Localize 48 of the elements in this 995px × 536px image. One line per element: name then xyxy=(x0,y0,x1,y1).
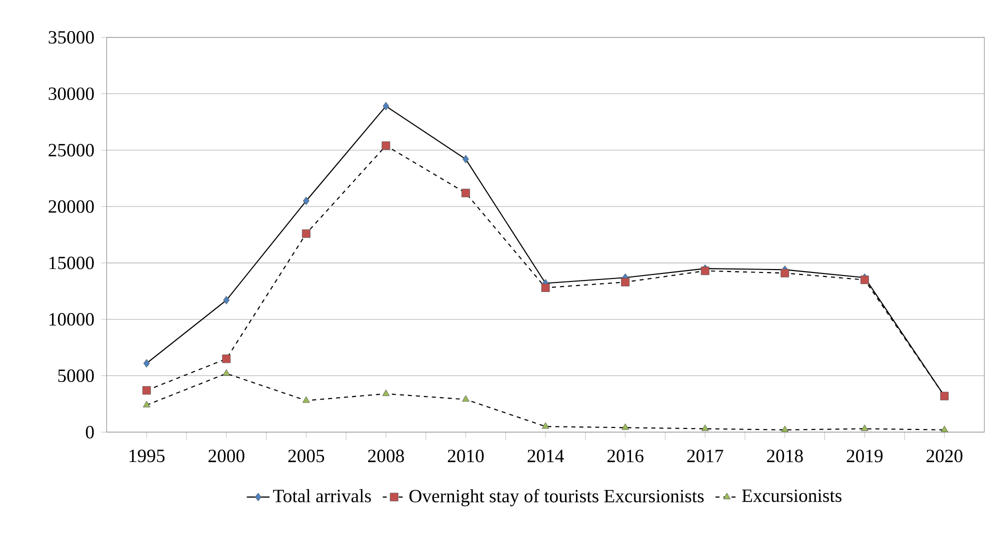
point xyxy=(222,354,231,363)
point xyxy=(622,423,629,430)
y-tick-label: 15000 xyxy=(49,256,94,270)
point xyxy=(382,102,390,110)
legend-label: Overnight stay of tourists Excursionists xyxy=(409,488,704,506)
y-tick-label: 5000 xyxy=(58,369,94,382)
point xyxy=(382,141,390,150)
point xyxy=(542,422,550,429)
y-tick-label: 10000 xyxy=(49,312,94,326)
x-tick-label: 2019 xyxy=(846,450,883,462)
point xyxy=(462,154,469,164)
legend-label: Total arrivals xyxy=(273,489,371,502)
x-tick-label: 2008 xyxy=(368,450,404,462)
point xyxy=(222,369,230,376)
point xyxy=(302,396,310,403)
point xyxy=(382,390,390,396)
x-tick-label: 2017 xyxy=(687,450,724,462)
point xyxy=(142,386,151,395)
point xyxy=(621,278,630,286)
x-tick-label: 2014 xyxy=(528,450,564,462)
point xyxy=(462,188,470,198)
x-tick-label: 2000 xyxy=(208,450,244,462)
point xyxy=(142,400,150,408)
y-tick-label: 20000 xyxy=(48,200,94,213)
x-tick-label: 2020 xyxy=(926,450,962,462)
y-tick-label: 35000 xyxy=(48,30,94,44)
y-tick-label: 0 xyxy=(86,426,94,438)
x-tick-label: 2018 xyxy=(767,450,803,462)
point xyxy=(781,426,789,432)
x-tick-label: 2016 xyxy=(607,450,644,462)
point xyxy=(143,359,150,368)
y-tick-label: 30000 xyxy=(48,87,94,100)
point xyxy=(302,229,310,238)
point xyxy=(700,266,710,275)
point xyxy=(860,276,869,284)
point xyxy=(860,424,868,431)
point xyxy=(462,395,470,402)
point xyxy=(223,296,230,304)
point xyxy=(541,283,550,292)
point xyxy=(302,196,310,206)
legend-label: Excursionists xyxy=(742,489,842,502)
x-tick-label: 1995 xyxy=(130,450,165,462)
y-tick-label: 25000 xyxy=(48,144,94,156)
point xyxy=(940,426,948,432)
x-tick-label: 2005 xyxy=(288,450,324,462)
point xyxy=(701,424,709,431)
x-tick-label: 2010 xyxy=(448,450,484,462)
point xyxy=(780,268,790,278)
